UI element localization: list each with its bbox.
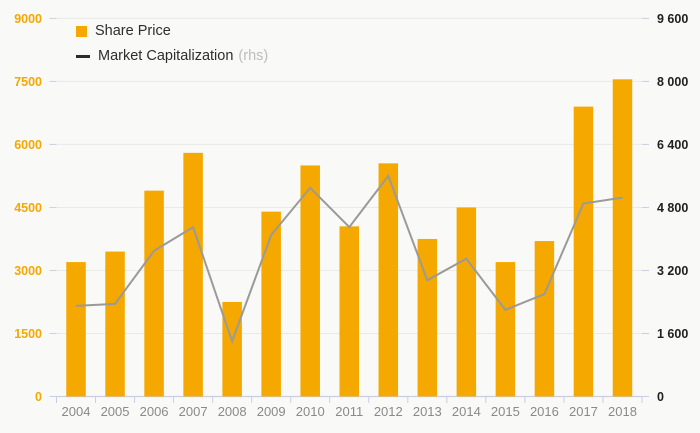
right-axis-label-0: 0 — [657, 390, 664, 404]
x-axis-year-label-2005: 2005 — [101, 404, 130, 419]
left-axis-label-9000: 9000 — [14, 12, 42, 26]
bar-2010 — [300, 165, 320, 397]
bar-2011 — [339, 226, 359, 397]
share-price-swatch-icon — [76, 26, 87, 38]
right-axis-label-8000: 8 000 — [657, 75, 688, 89]
x-axis-year-label-2006: 2006 — [140, 404, 169, 419]
legend-item-share-price: Share Price — [76, 23, 268, 40]
x-axis-year-label-2015: 2015 — [491, 404, 520, 419]
bar-2005 — [105, 251, 125, 397]
legend-rhs-suffix: (rhs) — [238, 47, 269, 64]
legend-label: Share Price — [95, 23, 171, 39]
right-axis-label-4800: 4 800 — [657, 201, 688, 215]
bar-2008 — [222, 301, 242, 397]
x-axis-year-label-2011: 2011 — [335, 404, 363, 419]
left-axis-label-1500: 1500 — [14, 327, 42, 341]
right-axis-label-3200: 3 200 — [657, 264, 688, 278]
left-axis-label-7500: 7500 — [14, 75, 42, 89]
bar-2017 — [573, 106, 594, 397]
x-axis-year-label-2016: 2016 — [530, 404, 559, 419]
bar-2009 — [261, 211, 281, 397]
right-axis-label-9600: 9 600 — [657, 12, 688, 26]
bar-2016 — [534, 241, 555, 397]
x-axis-year-label-2014: 2014 — [452, 404, 481, 419]
x-axis-year-label-2007: 2007 — [179, 404, 208, 419]
left-axis-label-3000: 3000 — [14, 264, 42, 278]
bar-2007 — [183, 152, 203, 397]
x-axis-year-label-2013: 2013 — [413, 404, 442, 419]
x-axis-year-label-2009: 2009 — [257, 404, 286, 419]
bar-2012 — [378, 163, 399, 397]
left-axis-label-0: 0 — [35, 390, 42, 404]
bar-2015 — [495, 262, 516, 397]
right-axis-label-6400: 6 400 — [657, 138, 688, 152]
market-cap-line-swatch-icon — [76, 55, 90, 59]
x-axis-year-label-2012: 2012 — [374, 404, 403, 419]
chart-legend: Share Price Market Capitalization (rhs) — [76, 23, 269, 65]
legend-item-market-cap: Market Capitalization (rhs) — [76, 47, 269, 65]
bar-2006 — [144, 190, 164, 397]
x-axis-year-label-2004: 2004 — [62, 404, 91, 419]
x-axis-year-label-2010: 2010 — [296, 404, 325, 419]
bar-2014 — [456, 207, 477, 397]
bar-2018 — [612, 79, 633, 397]
bar-2004 — [66, 262, 86, 397]
x-axis-year-label-2008: 2008 — [218, 404, 247, 419]
x-axis-year-label-2018: 2018 — [608, 404, 637, 419]
x-axis-year-label-2017: 2017 — [569, 404, 598, 419]
right-axis-label-1600: 1 600 — [657, 327, 688, 341]
market-cap-line — [75, 173, 623, 345]
legend-label: Market Capitalization (rhs) — [98, 47, 269, 64]
left-axis-label-4500: 4500 — [14, 201, 42, 215]
left-axis-label-6000: 6000 — [14, 138, 42, 152]
